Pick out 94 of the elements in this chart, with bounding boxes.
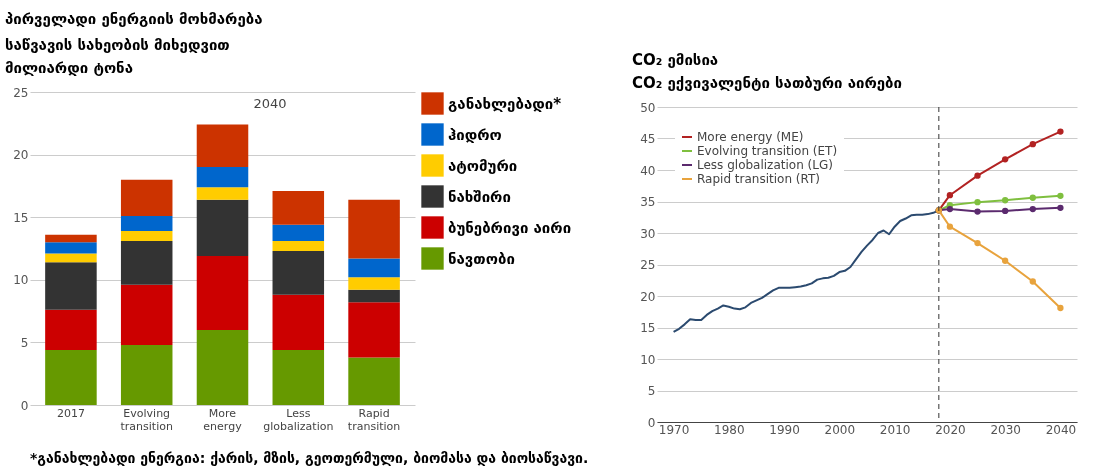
y-tick-label: 25 xyxy=(640,258,656,272)
point xyxy=(946,205,954,213)
chart-subtitle: მილიარდი ტონა xyxy=(5,59,133,77)
point xyxy=(1029,205,1036,213)
point xyxy=(1057,128,1064,135)
y-tick-label: 5 xyxy=(20,335,29,350)
x-tick-label: 2010 xyxy=(879,422,911,437)
bar xyxy=(348,258,400,278)
legend-label: Less globalization (LG) xyxy=(697,158,833,172)
bar xyxy=(120,230,173,241)
point xyxy=(1029,141,1036,148)
point xyxy=(946,223,954,230)
bar xyxy=(196,199,249,257)
x-tick-label: 1990 xyxy=(769,422,800,437)
bar xyxy=(348,289,400,303)
x-tick-label: More energy xyxy=(203,406,243,433)
legend-label: Evolving transition (ET) xyxy=(697,144,838,158)
legend-label: ჰიდრო xyxy=(448,125,502,144)
x-tick-label: Rapid transition xyxy=(347,406,401,433)
bar xyxy=(348,277,400,290)
x-tick-label: 2040 xyxy=(1045,422,1077,437)
y-tick-label: 5 xyxy=(647,384,656,398)
point xyxy=(974,172,981,179)
point xyxy=(1002,257,1009,264)
bar xyxy=(45,234,97,243)
point xyxy=(1002,207,1009,215)
bar xyxy=(272,190,325,225)
text: *განახლებადი ენერგია: ქარის, მზის, გეოთერმული, ბიომასა და ბიოსაწვავი. xyxy=(30,450,589,466)
bar xyxy=(45,253,97,263)
point xyxy=(1057,304,1064,312)
point xyxy=(1057,192,1064,199)
y-tick-label: 0 xyxy=(647,415,656,430)
bar xyxy=(45,349,97,405)
legend-label: ბუნებრივი აირი xyxy=(448,218,572,237)
bar xyxy=(348,302,400,358)
bar xyxy=(196,187,249,200)
x-tick-label: 1970 xyxy=(658,422,690,437)
legend-label: ნავთობი xyxy=(448,249,515,268)
point xyxy=(1029,194,1036,201)
x-tick-label: Evolving transition xyxy=(120,406,173,433)
y-tick-label: 10 xyxy=(13,273,29,288)
bar xyxy=(196,167,249,188)
point xyxy=(946,192,954,199)
point xyxy=(974,208,981,215)
legend-label: More energy (ME) xyxy=(697,130,804,144)
bar xyxy=(120,215,173,231)
bar xyxy=(120,284,173,345)
bar xyxy=(348,357,400,405)
bar xyxy=(272,294,325,350)
bar xyxy=(196,256,249,330)
y-tick-label: 50 xyxy=(640,100,656,115)
point xyxy=(1002,197,1009,204)
y-tick-label: 40 xyxy=(640,163,656,178)
legend-label: ატომური xyxy=(448,156,518,175)
y-tick-label: 25 xyxy=(13,85,29,100)
bar xyxy=(120,344,173,405)
chart-subtitle: CO₂ ექვივალენტი სათბური აირები xyxy=(632,74,903,92)
bar xyxy=(272,251,325,295)
point xyxy=(974,239,981,247)
x-tick-label: 2030 xyxy=(990,422,1021,437)
y-tick-label: 10 xyxy=(640,352,656,367)
y-tick-label: 35 xyxy=(640,195,656,209)
point xyxy=(974,198,981,206)
bar xyxy=(45,262,97,310)
bar xyxy=(272,224,325,241)
x-tick-label: 2020 xyxy=(935,422,966,437)
x-tick-label: Less globalization xyxy=(263,406,334,433)
bar xyxy=(348,199,400,259)
y-tick-label: 45 xyxy=(640,132,656,146)
legend-label: განახლებადი* xyxy=(448,94,562,113)
chart-title: CO₂ ემისია xyxy=(632,51,719,69)
point xyxy=(1029,278,1036,285)
bar xyxy=(272,240,325,251)
x-tick-label: 2000 xyxy=(824,422,856,437)
bar xyxy=(120,240,173,285)
y-tick-label: 0 xyxy=(20,398,29,413)
y-tick-label: 30 xyxy=(640,226,656,241)
y-tick-label: 15 xyxy=(13,210,29,225)
x-tick-label: 2017 xyxy=(56,406,85,420)
x-tick-label: 1980 xyxy=(714,422,745,437)
annotation: 2040 xyxy=(253,96,287,111)
legend-label: Rapid transition (RT) xyxy=(697,172,820,186)
bar xyxy=(196,124,249,168)
bar xyxy=(45,309,97,350)
bar xyxy=(45,242,97,254)
y-tick-label: 15 xyxy=(640,321,656,335)
bar xyxy=(196,329,249,405)
point xyxy=(1002,156,1009,163)
bar xyxy=(272,349,325,405)
point xyxy=(1057,204,1064,211)
y-tick-label: 20 xyxy=(640,289,656,304)
y-tick-label: 20 xyxy=(13,148,29,163)
legend-label: ნახშირი xyxy=(448,187,511,206)
bar xyxy=(120,179,173,216)
